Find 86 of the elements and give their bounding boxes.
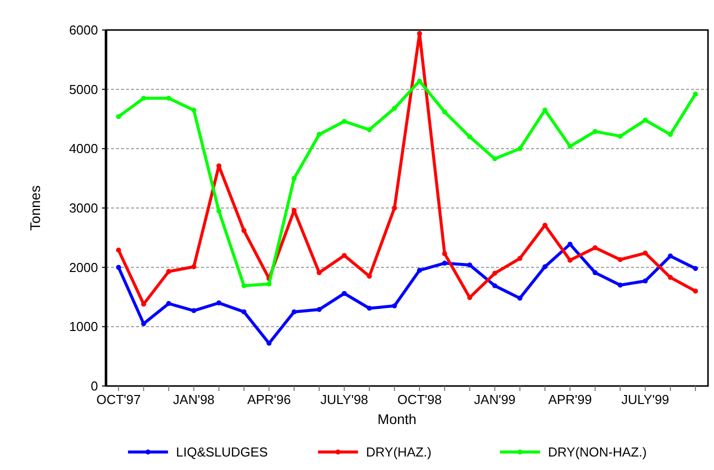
point bbox=[342, 290, 347, 296]
point bbox=[166, 268, 172, 274]
y-tick-label: 6000 bbox=[69, 22, 98, 38]
point bbox=[467, 295, 472, 300]
point bbox=[592, 128, 598, 134]
legend-label: LIQ&SLUDGES bbox=[176, 444, 268, 460]
point bbox=[442, 260, 448, 266]
point bbox=[467, 262, 472, 268]
point bbox=[116, 264, 122, 270]
point bbox=[316, 270, 322, 276]
point bbox=[316, 306, 322, 312]
x-tick-label: JAN'98 bbox=[173, 392, 215, 407]
point bbox=[266, 340, 272, 346]
point bbox=[467, 134, 472, 140]
point bbox=[241, 309, 246, 314]
point bbox=[618, 134, 623, 139]
point bbox=[392, 206, 397, 210]
point bbox=[492, 156, 498, 162]
point bbox=[642, 278, 648, 284]
point bbox=[668, 254, 673, 259]
point bbox=[517, 146, 522, 152]
point bbox=[366, 306, 372, 311]
point bbox=[642, 250, 648, 256]
point bbox=[568, 258, 573, 263]
point bbox=[492, 270, 498, 276]
x-tick-label: OCT'98 bbox=[397, 392, 442, 407]
point bbox=[116, 248, 122, 253]
point bbox=[517, 256, 522, 261]
point bbox=[141, 321, 146, 326]
x-tick-label: JAN'99 bbox=[474, 392, 516, 407]
x-tick-label: JULY'98 bbox=[320, 392, 368, 407]
point bbox=[692, 92, 698, 97]
x-tick-label: APR'96 bbox=[247, 392, 291, 407]
point bbox=[392, 106, 397, 111]
point bbox=[542, 222, 548, 228]
point bbox=[692, 288, 698, 294]
point bbox=[592, 245, 598, 250]
point bbox=[492, 283, 498, 288]
y-tick-label: 4000 bbox=[69, 141, 98, 156]
x-tick-label: JULY'99 bbox=[621, 392, 670, 407]
point bbox=[316, 132, 322, 137]
point bbox=[342, 252, 347, 258]
point bbox=[216, 300, 222, 306]
legend-label: DRY(NON-HAZ.) bbox=[548, 444, 647, 460]
y-tick-label: 0 bbox=[90, 378, 98, 394]
point bbox=[266, 281, 272, 286]
point bbox=[191, 264, 196, 270]
point bbox=[342, 118, 347, 124]
point bbox=[292, 309, 297, 314]
point bbox=[417, 268, 422, 273]
point bbox=[642, 118, 648, 123]
y-axis-title: Tonnes bbox=[27, 185, 43, 231]
point bbox=[668, 132, 673, 137]
point bbox=[517, 296, 522, 301]
point bbox=[592, 270, 598, 276]
point bbox=[618, 282, 623, 288]
point bbox=[442, 251, 448, 256]
point bbox=[668, 274, 673, 280]
point bbox=[417, 78, 422, 84]
point bbox=[216, 208, 222, 214]
y-tick-label: 5000 bbox=[69, 82, 98, 97]
point bbox=[292, 176, 297, 181]
point bbox=[241, 283, 246, 288]
point bbox=[191, 108, 196, 113]
point bbox=[392, 303, 397, 308]
x-axis-title: Month bbox=[378, 411, 416, 427]
point bbox=[191, 308, 196, 314]
point bbox=[166, 301, 172, 306]
point bbox=[692, 266, 698, 272]
point bbox=[442, 109, 448, 114]
x-tick-label: OCT'97 bbox=[96, 392, 141, 407]
point bbox=[241, 228, 246, 234]
y-tick-label: 2000 bbox=[69, 260, 98, 275]
point bbox=[366, 127, 372, 132]
point bbox=[166, 96, 172, 101]
point bbox=[366, 274, 372, 279]
point bbox=[618, 257, 623, 262]
point bbox=[568, 144, 573, 149]
point bbox=[542, 264, 548, 270]
y-tick-label: 3000 bbox=[69, 200, 98, 216]
x-tick-label: APR'99 bbox=[548, 392, 592, 407]
point bbox=[141, 96, 146, 101]
legend-label: DRY(HAZ.) bbox=[366, 444, 432, 460]
y-tick-label: 1000 bbox=[69, 319, 98, 334]
point bbox=[116, 114, 122, 120]
point bbox=[568, 242, 573, 247]
